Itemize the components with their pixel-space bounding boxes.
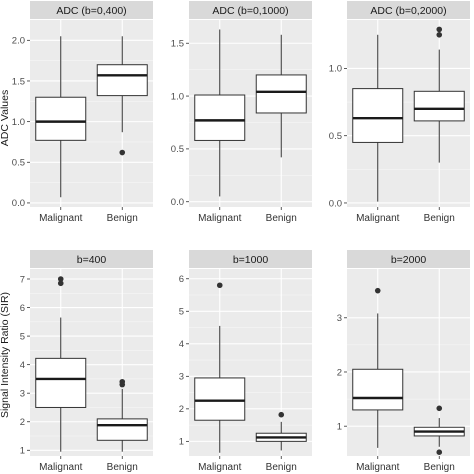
y-tick-label: 5 (179, 307, 184, 318)
y-axis-title-adc: ADC Values (0, 90, 11, 146)
outlier-point (57, 276, 64, 282)
y-tick-label: 1.5 (171, 39, 184, 50)
x-tick-label: Malignant (39, 213, 83, 224)
outlier-point (436, 405, 443, 412)
y-tick-label: 3 (179, 372, 184, 383)
outlier-point (119, 149, 126, 156)
box-iqr (352, 88, 404, 143)
x-tick-label: Malignant (356, 462, 400, 473)
y-tick-label: 0.0 (12, 198, 25, 209)
box-benign (255, 34, 307, 158)
box-iqr (352, 368, 404, 411)
box-iqr (194, 94, 246, 141)
outlier-point (436, 26, 443, 33)
y-tick-label: 2 (337, 367, 342, 378)
y-tick-label: 0.5 (329, 131, 342, 142)
x-tick-label: Benign (107, 462, 138, 473)
panel-1: ADC (b=0,400) 0.0 0.5 1.0 1.5 2.0 Malignant Ben… (12, 1, 153, 224)
x-tick-label: Malignant (39, 462, 83, 473)
panel-strip (347, 250, 470, 268)
row-1-y-axis-title: ADC Values (0, 90, 11, 146)
panel-6: b=2000 1 2 3 Malignant Benign (337, 250, 470, 473)
y-tick-label: 1 (179, 437, 184, 448)
panel-strip (189, 1, 312, 19)
box-iqr (194, 377, 246, 421)
panels: ADC (b=0,400) 0.0 0.5 1.0 1.5 2.0 Malignant Ben… (12, 1, 470, 473)
box-malignant (352, 287, 404, 448)
panel-2: ADC (b=0,1000) 0.0 0.5 1.0 1.5 Malignant Benig… (171, 1, 312, 224)
box-iqr (96, 418, 148, 441)
outlier-point (216, 282, 223, 289)
y-axis-title-sir: Signal Intensity Ratio (SIR) (0, 292, 11, 418)
x-tick-label: Benign (424, 462, 455, 473)
box-malignant (352, 34, 404, 202)
y-tick-label: 5 (20, 331, 25, 342)
y-tick-label: 3 (20, 388, 25, 399)
x-tick-label: Malignant (198, 213, 242, 224)
y-tick-label: 2 (179, 404, 184, 415)
panel-4: b=400 1 2 3 4 5 6 7 Malignant Benign (20, 250, 153, 473)
y-tick-label: 1 (20, 446, 25, 457)
y-tick-label: 0.5 (171, 144, 184, 155)
box-malignant (194, 29, 246, 197)
y-tick-label: 1.0 (171, 91, 184, 102)
panel-strip (189, 250, 312, 268)
panel-title: ADC (b=0,400) (56, 5, 126, 17)
box-benign (413, 405, 465, 456)
panel-strip (30, 250, 153, 268)
box-benign (413, 26, 465, 163)
box-iqr (35, 96, 87, 141)
y-tick-label: 1.0 (12, 117, 25, 128)
outlier-point (278, 411, 285, 418)
panel-strip (30, 1, 153, 19)
box-benign (255, 411, 307, 451)
panel-3: ADC (b=0,2000) 0.0 0.5 1.0 Malignant Benign (329, 1, 470, 224)
y-tick-label: 0.0 (171, 197, 184, 208)
box-benign (96, 378, 148, 452)
panel-title: b=400 (77, 254, 107, 266)
outlier-point (436, 449, 443, 456)
x-tick-label: Benign (424, 213, 455, 224)
panel-title: b=1000 (233, 254, 268, 266)
panel-title: ADC (b=0,2000) (370, 5, 446, 17)
row-2-y-axis-title: Signal Intensity Ratio (SIR) (0, 292, 11, 418)
panel-background (189, 269, 312, 456)
panel-title: ADC (b=0,1000) (212, 5, 288, 17)
panel-title: b=2000 (391, 254, 426, 266)
y-tick-label: 2.0 (12, 36, 25, 47)
outlier-point (436, 31, 443, 38)
y-tick-label: 3 (337, 313, 342, 324)
outlier-point (57, 280, 64, 287)
y-tick-label: 7 (20, 274, 25, 285)
box-iqr (255, 74, 307, 114)
box-iqr (96, 64, 148, 97)
x-tick-label: Benign (107, 213, 138, 224)
panel-strip (347, 1, 470, 19)
outlier-point (119, 378, 126, 385)
y-tick-label: 4 (179, 339, 184, 350)
y-tick-label: 1 (337, 421, 342, 432)
box-iqr (413, 90, 465, 122)
outlier-point (374, 287, 381, 294)
x-tick-label: Benign (266, 462, 297, 473)
x-tick-label: Benign (266, 213, 297, 224)
box-iqr (35, 357, 87, 408)
y-tick-label: 0.5 (12, 158, 25, 169)
y-tick-label: 6 (20, 303, 25, 314)
y-tick-label: 2 (20, 417, 25, 428)
y-tick-label: 1.5 (12, 76, 25, 87)
panel-5: b=1000 1 2 3 4 5 6 Malignant Benign (179, 250, 312, 473)
box-malignant (194, 282, 246, 453)
box-benign (96, 36, 148, 156)
y-tick-label: 6 (179, 274, 184, 285)
box-malignant (35, 36, 87, 198)
box-malignant (35, 276, 87, 452)
y-tick-label: 4 (20, 360, 25, 371)
y-tick-label: 0.0 (329, 198, 342, 209)
panel-background (347, 269, 470, 456)
x-tick-label: Malignant (356, 213, 400, 224)
x-tick-label: Malignant (198, 462, 242, 473)
y-tick-label: 1.0 (329, 64, 342, 75)
